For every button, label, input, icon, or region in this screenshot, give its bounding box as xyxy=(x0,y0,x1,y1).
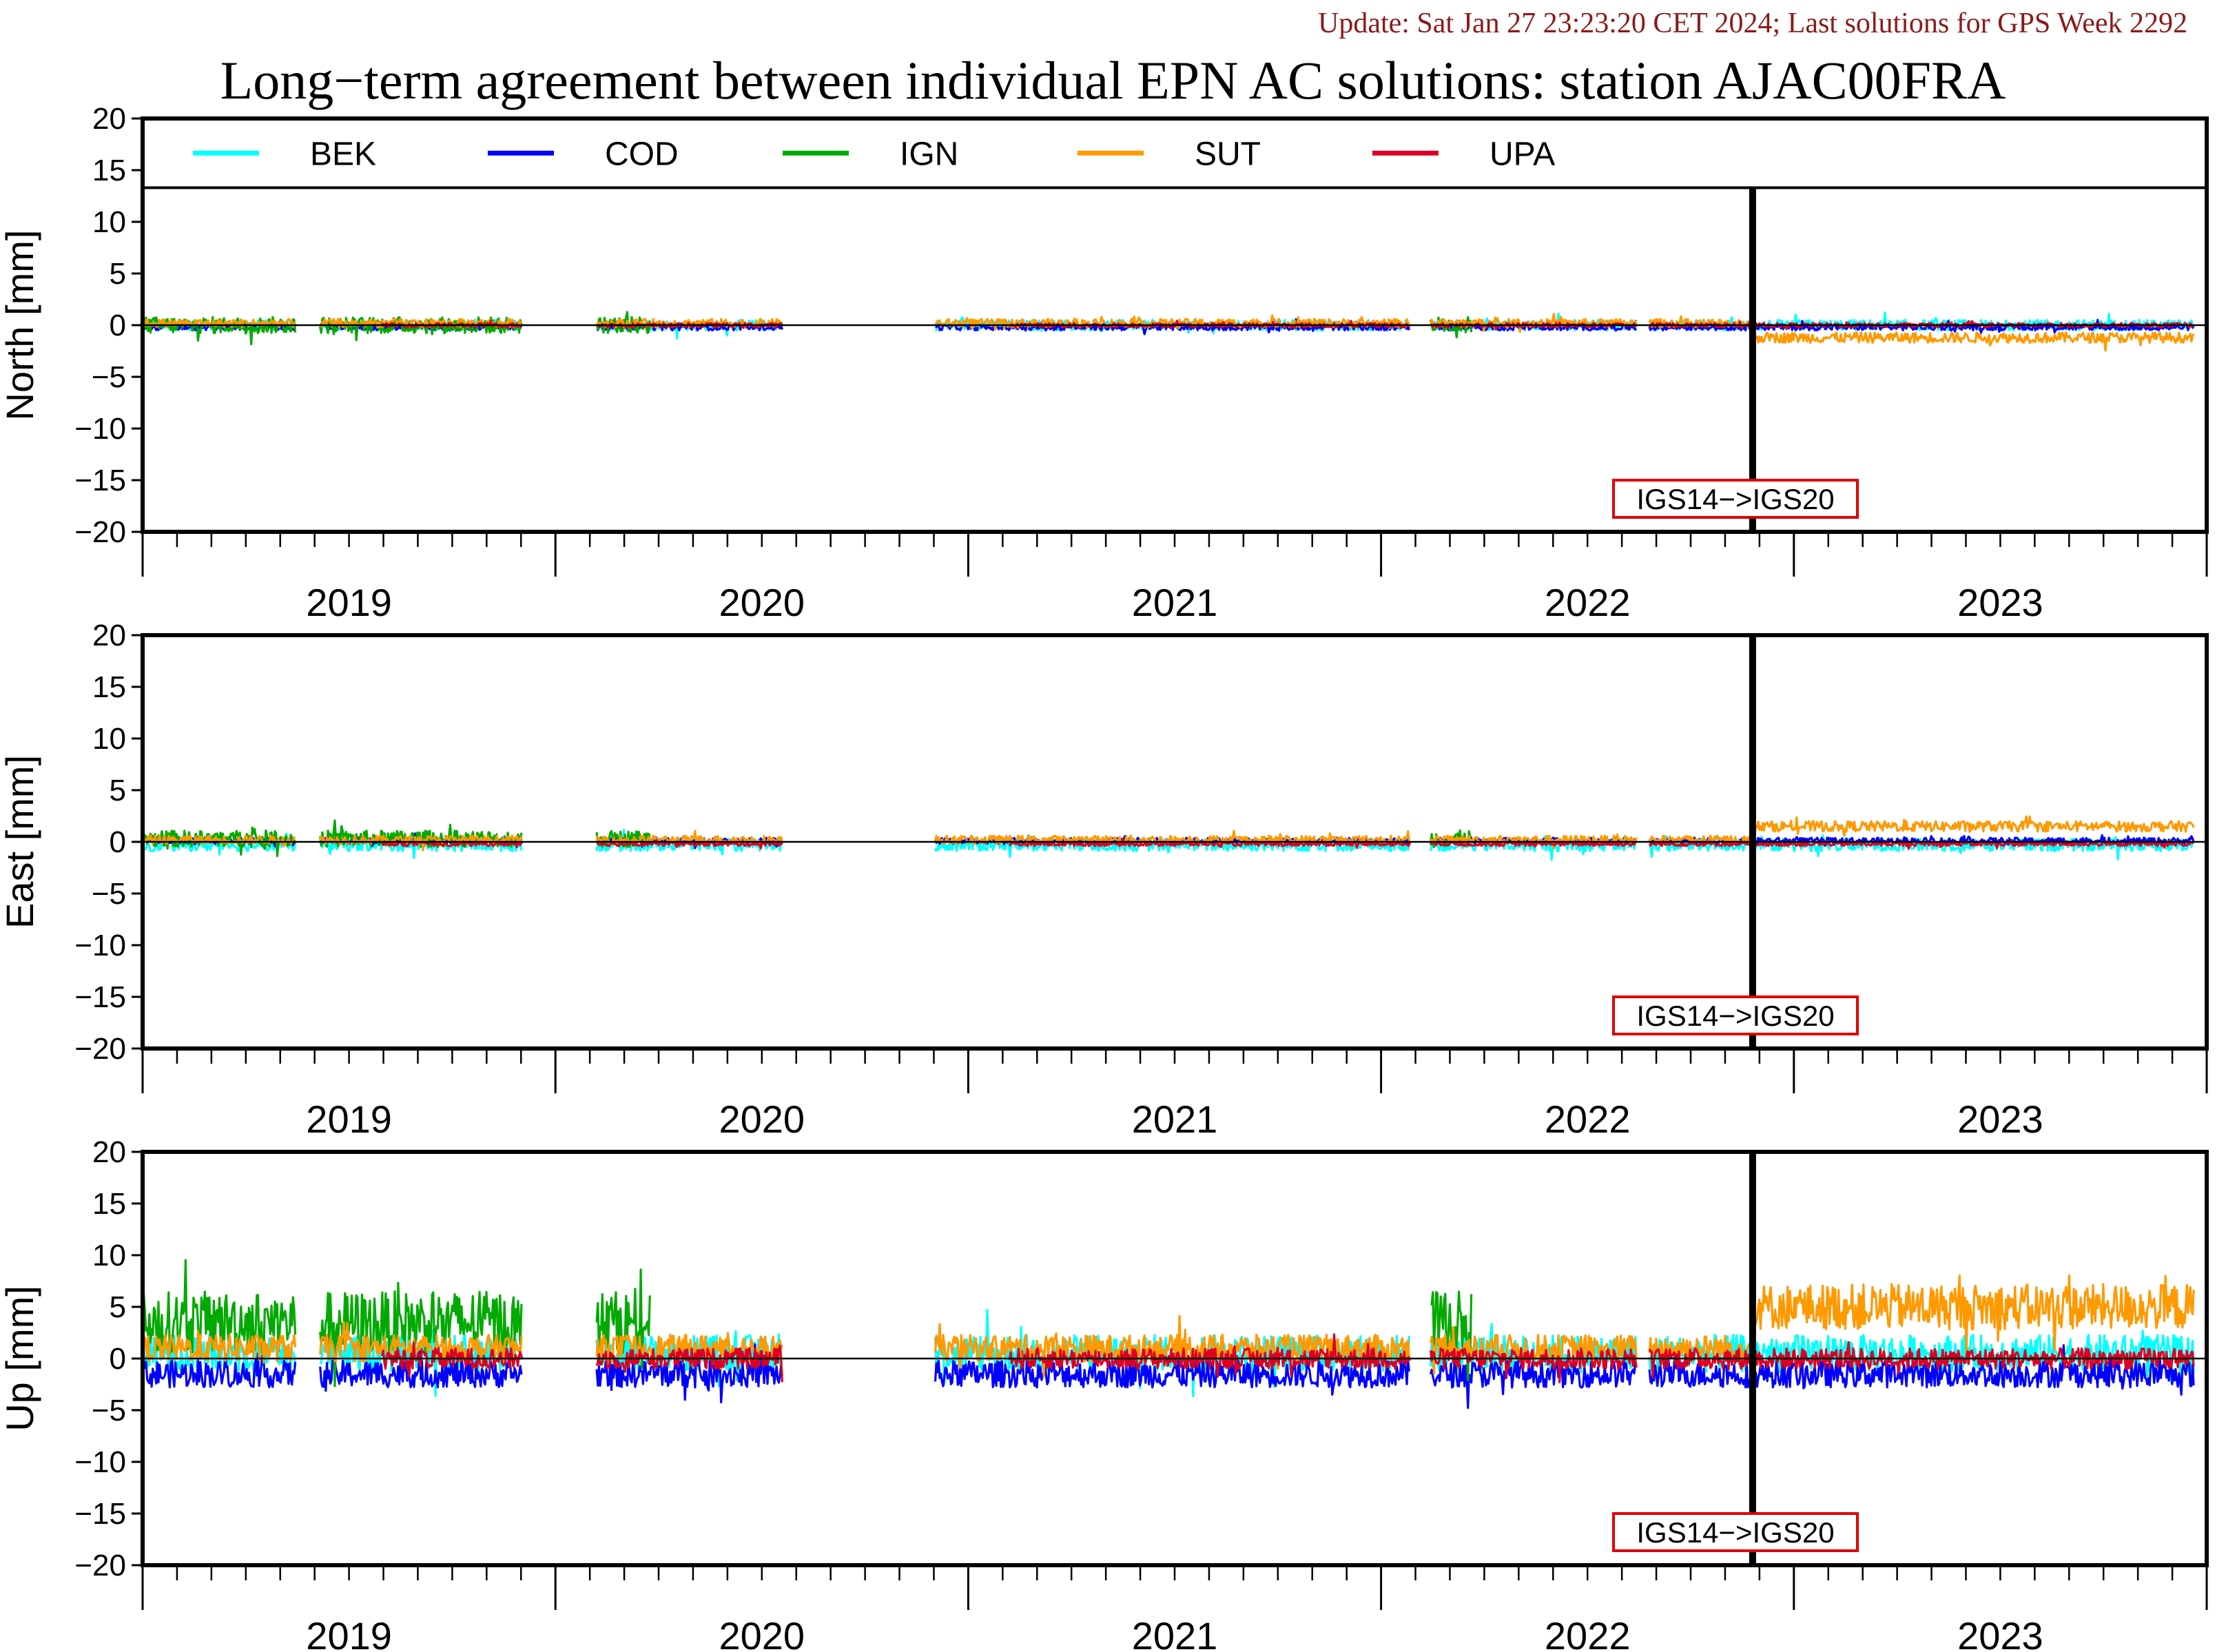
series-line-upa xyxy=(1751,1341,2195,1375)
series-line-upa xyxy=(1429,1347,1638,1384)
series-line-cod xyxy=(934,1350,1410,1396)
legend-label-sut: SUT xyxy=(1195,136,1261,172)
y-tick-label: 20 xyxy=(92,102,126,136)
series-group xyxy=(143,815,2195,861)
series-line-cod xyxy=(143,1352,297,1389)
series-line-ign xyxy=(143,1259,297,1357)
series-line-sut xyxy=(1751,1274,2195,1363)
frame-change-box xyxy=(1612,995,1859,1035)
y-tick-label: −5 xyxy=(92,360,126,394)
panel-up: IGS14−>IGS20 20 15 10 5 0 −5 −10 −15 −20 Up [mm] 20… xyxy=(0,1135,2209,1652)
legend-label-ign: IGN xyxy=(900,136,958,172)
frame-change-box xyxy=(1612,479,1859,519)
y-tick-label: −5 xyxy=(92,1394,126,1427)
y-tick-label: −15 xyxy=(74,1497,126,1531)
series-line-sut xyxy=(1751,331,2195,352)
x-tick-label: 2022 xyxy=(1545,1614,1631,1652)
frame-change-label: IGS14−>IGS20 xyxy=(1636,1516,1834,1549)
x-tick-label: 2019 xyxy=(306,1614,392,1652)
panel-east: IGS14−>IGS20 20 15 10 5 0 −5 −10 −15 −20 East [mm]… xyxy=(0,619,2209,1141)
x-tick-label: 2019 xyxy=(306,581,392,624)
x-tick-label: 2023 xyxy=(1957,581,2043,624)
series-line-sut xyxy=(319,834,523,851)
y-tick-label: 0 xyxy=(110,825,126,859)
y-tick-label: −10 xyxy=(74,929,126,962)
series-group xyxy=(143,1259,2195,1410)
y-tick-label: −10 xyxy=(74,1445,126,1479)
y-tick-label: 10 xyxy=(92,205,126,239)
frame-change-box xyxy=(1612,1512,1859,1552)
series-line-upa xyxy=(595,839,783,849)
y-tick-label: −15 xyxy=(74,464,126,497)
x-tick-label: 2019 xyxy=(306,1097,392,1141)
x-tick-label: 2021 xyxy=(1132,1614,1218,1652)
y-tick-label: 15 xyxy=(92,670,126,704)
frame-change-label: IGS14−>IGS20 xyxy=(1636,483,1834,515)
series-line-cod xyxy=(1648,323,1753,332)
y-tick-label: 10 xyxy=(92,722,126,756)
legend-label-cod: COD xyxy=(605,136,679,172)
series-line-upa xyxy=(1648,840,1753,847)
series-line-upa xyxy=(1648,1348,1754,1379)
legend-label-upa: UPA xyxy=(1490,136,1555,172)
y-tick-label: −10 xyxy=(74,412,126,446)
x-tick-label: 2020 xyxy=(719,1614,805,1652)
legend-background xyxy=(143,118,2207,188)
update-timestamp: Update: Sat Jan 27 23:23:20 CET 2024; La… xyxy=(1317,8,2187,39)
x-tick-label: 2020 xyxy=(719,1097,805,1141)
series-line-cod xyxy=(1751,1344,2195,1396)
y-tick-label: 0 xyxy=(110,309,126,342)
chart-title: Long−term agreement between individual E… xyxy=(220,50,2006,110)
y-tick-label: 10 xyxy=(92,1239,126,1272)
y-tick-label: 15 xyxy=(92,154,126,187)
y-tick-label: −20 xyxy=(74,515,126,549)
y-tick-label: −20 xyxy=(74,1549,126,1582)
series-line-cod xyxy=(595,1343,783,1403)
y-tick-label: 20 xyxy=(92,1135,126,1169)
x-tick-label: 2022 xyxy=(1545,1097,1631,1141)
y-tick-label: −5 xyxy=(92,877,126,911)
series-line-sut xyxy=(143,1330,297,1364)
series-line-sut xyxy=(143,834,296,847)
y-tick-label: 5 xyxy=(110,1290,126,1324)
x-tick-label: 2023 xyxy=(1957,1614,2043,1652)
series-line-sut xyxy=(319,318,523,329)
series-line-sut xyxy=(319,1321,523,1363)
y-tick-label: −20 xyxy=(74,1032,126,1066)
series-line-upa xyxy=(1751,839,2195,850)
series-line-upa xyxy=(381,840,524,849)
x-tick-label: 2021 xyxy=(1132,1097,1218,1141)
panel-north: IGS14−>IGS20 20 15 10 5 0 −5 −10 −15 −20 North [mm… xyxy=(0,102,2209,624)
y-axis-title: North [mm] xyxy=(0,230,41,421)
y-tick-label: 20 xyxy=(92,619,126,652)
series-line-ign xyxy=(319,1281,523,1387)
y-axis-title: East [mm] xyxy=(0,755,41,929)
x-tick-label: 2020 xyxy=(719,581,805,624)
series-line-upa xyxy=(1751,320,2195,331)
frame-change-label: IGS14−>IGS20 xyxy=(1636,1000,1834,1032)
y-axis-title: Up [mm] xyxy=(0,1286,41,1432)
x-tick-label: 2021 xyxy=(1132,581,1218,624)
x-tick-label: 2023 xyxy=(1957,1097,2043,1141)
legend-label-bek: BEK xyxy=(310,136,376,172)
y-tick-label: 15 xyxy=(92,1187,126,1221)
series-line-sut xyxy=(1751,815,2195,837)
y-tick-label: 5 xyxy=(110,257,126,291)
y-tick-label: 0 xyxy=(110,1342,126,1376)
series-line-cod xyxy=(1429,1359,1638,1410)
series-line-sut xyxy=(1429,313,1638,333)
series-line-cod xyxy=(319,1348,523,1392)
y-tick-label: −15 xyxy=(74,980,126,1014)
x-tick-label: 2022 xyxy=(1545,581,1631,624)
series-line-sut xyxy=(143,318,296,329)
series-line-sut xyxy=(595,1332,783,1370)
y-tick-label: 5 xyxy=(110,774,126,807)
series-group xyxy=(143,311,2195,352)
series-line-sut xyxy=(1429,833,1638,849)
series-line-ign xyxy=(1430,1290,1473,1381)
